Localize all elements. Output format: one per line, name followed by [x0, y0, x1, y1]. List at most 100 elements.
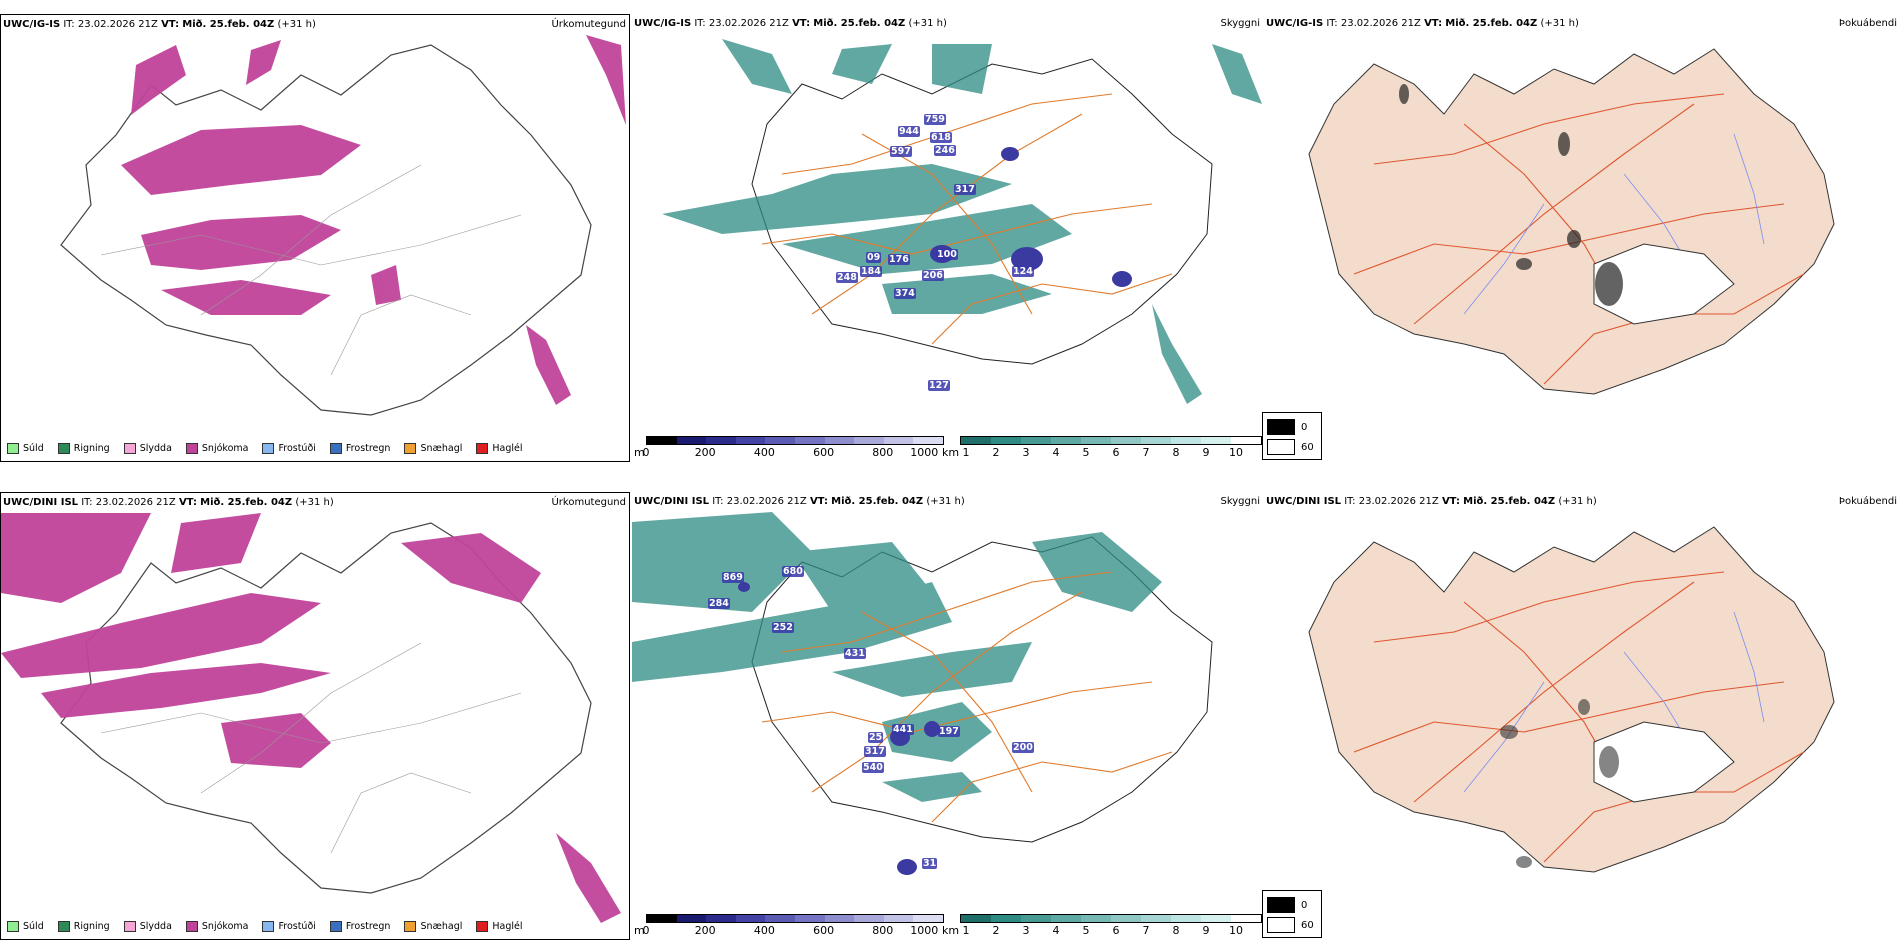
legend-item: Slydda: [123, 921, 172, 932]
road-network: [761, 571, 1173, 823]
legend-swatch: [404, 921, 417, 932]
fog-panel-row1: UWC/IG-IS IT: 23.02.2026 21Z VT: Mið. 25…: [1264, 14, 1900, 462]
visibility-colorbar: [960, 436, 1262, 445]
road-lines: [100, 164, 522, 376]
legend-item: Snjókoma: [185, 921, 248, 932]
fog-legend-item: 60: [1267, 917, 1314, 933]
elevation-label: 944: [898, 126, 920, 137]
precip-title-row1: Úrkomutegund: [551, 19, 626, 30]
elevation-label: 124: [1012, 266, 1034, 277]
elevation-label: 374: [894, 288, 916, 299]
elevation-label: 25: [868, 732, 884, 743]
fog-header-row2: UWC/DINI ISL IT: 23.02.2026 21Z VT: Mið.…: [1266, 496, 1597, 507]
visibility-title-row1: Skyggni: [1220, 18, 1260, 29]
fog-panel-row2: UWC/DINI ISL IT: 23.02.2026 21Z VT: Mið.…: [1264, 492, 1900, 940]
elevation-label: 441: [892, 724, 914, 735]
fog-title-row1: Þokuábendi: [1838, 18, 1897, 29]
precip-panel-row2: UWC/DINI ISL IT: 23.02.2026 21Z VT: Mið.…: [0, 492, 630, 940]
fog-swatch: [1267, 419, 1295, 435]
legend-item: Snjókoma: [185, 443, 248, 454]
elevation-colorbar: [646, 436, 944, 445]
fog-map-row2: [1308, 526, 1835, 873]
legend-swatch: [262, 921, 275, 932]
visibility-unit: km: [942, 924, 960, 937]
glacier-white: [1593, 243, 1735, 325]
elevation-unit: m: [634, 924, 645, 937]
legend-swatch: [404, 443, 417, 454]
precip-legend-row2: Súld Rigning Slydda Snjókoma Frostúði Fr…: [7, 921, 523, 932]
legend-swatch: [7, 921, 19, 932]
elevation-label: 127: [928, 380, 950, 391]
elevation-label: 184: [860, 266, 882, 277]
fog-legend-item: 60: [1267, 439, 1314, 455]
elevation-colorbar: [646, 914, 944, 923]
low-visibility-areas: [662, 39, 1262, 404]
legend-swatch: [57, 921, 70, 932]
legend-item: Snæhagl: [404, 443, 462, 454]
precip-map-row1: [60, 35, 626, 416]
fog-swatch: [1267, 917, 1295, 933]
precip-title-row2: Úrkomutegund: [551, 497, 626, 508]
legend-swatch: [7, 443, 19, 454]
elevation-label: 618: [930, 132, 952, 143]
legend-swatch: [329, 921, 342, 932]
legend-swatch: [185, 443, 198, 454]
visibility-panel-row2: 869 680 284 252 431 441 197 200 25 317 5…: [632, 492, 1262, 940]
visibility-map-row1: [662, 39, 1262, 404]
precip-map-row2: [1, 513, 621, 923]
elevation-unit: m: [634, 446, 645, 459]
legend-swatch: [476, 443, 489, 454]
snow-areas: [1, 513, 621, 923]
elevation-label: 197: [938, 726, 960, 737]
visibility-colorbar: [960, 914, 1262, 923]
legend-item: Rigning: [57, 443, 110, 454]
legend-swatch: [123, 921, 136, 932]
snow-areas: [121, 35, 626, 405]
road-lines: [100, 642, 522, 854]
elevation-label: 317: [954, 184, 976, 195]
legend-item: Rigning: [57, 921, 110, 932]
legend-item: Súld: [7, 443, 44, 454]
elevation-label: 597: [890, 146, 912, 157]
fog-title-row2: Þokuábendi: [1838, 496, 1897, 507]
legend-swatch: [57, 443, 70, 454]
elevation-label: 206: [922, 270, 944, 281]
legend-item: Frostregn: [329, 921, 390, 932]
legend-item: Snæhagl: [404, 921, 462, 932]
visibility-unit: km: [942, 446, 960, 459]
elevation-label: 248: [836, 272, 858, 283]
low-visibility-areas: [632, 512, 1162, 802]
visibility-header-row2: UWC/DINI ISL IT: 23.02.2026 21Z VT: Mið.…: [634, 496, 965, 507]
elevation-label: 680: [782, 566, 804, 577]
legend-item: Haglél: [476, 443, 523, 454]
glacier-white: [1593, 721, 1735, 803]
legend-swatch: [329, 443, 342, 454]
elevation-label: 317: [864, 746, 886, 757]
visibility-panel-row1: 944 759 618 597 246 317 100 09 176 184 2…: [632, 14, 1262, 462]
fog-map-row1: [1308, 48, 1835, 395]
fog-indicator-areas: [1399, 84, 1623, 306]
iceland-outline: [751, 58, 1213, 365]
elevation-label: 200: [1012, 742, 1034, 753]
elevation-label: 176: [888, 254, 910, 265]
visibility-title-row2: Skyggni: [1220, 496, 1260, 507]
elevation-label: 09: [866, 252, 882, 263]
fog-legend-item: 0: [1267, 419, 1307, 435]
elevation-label: 759: [924, 114, 946, 125]
elevation-label: 252: [772, 622, 794, 633]
precip-panel-row1: UWC/IG-IS IT: 23.02.2026 21Z VT: Mið. 25…: [0, 14, 630, 462]
fog-indicator-areas: [1500, 699, 1619, 868]
legend-swatch: [123, 443, 136, 454]
elevation-label: 246: [934, 145, 956, 156]
legend-item: Slydda: [123, 443, 172, 454]
fog-legend-row2: 0 60: [1262, 890, 1322, 938]
elevation-label: 869: [722, 572, 744, 583]
legend-swatch: [476, 921, 489, 932]
legend-item: Súld: [7, 921, 44, 932]
precip-header-row1: UWC/IG-IS IT: 23.02.2026 21Z VT: Mið. 25…: [3, 19, 316, 30]
elevation-label: 431: [844, 648, 866, 659]
elevation-label: 284: [708, 598, 730, 609]
precip-header-row2: UWC/DINI ISL IT: 23.02.2026 21Z VT: Mið.…: [3, 497, 334, 508]
elevation-label: 31: [922, 858, 938, 869]
elevation-label: 100: [936, 249, 958, 260]
